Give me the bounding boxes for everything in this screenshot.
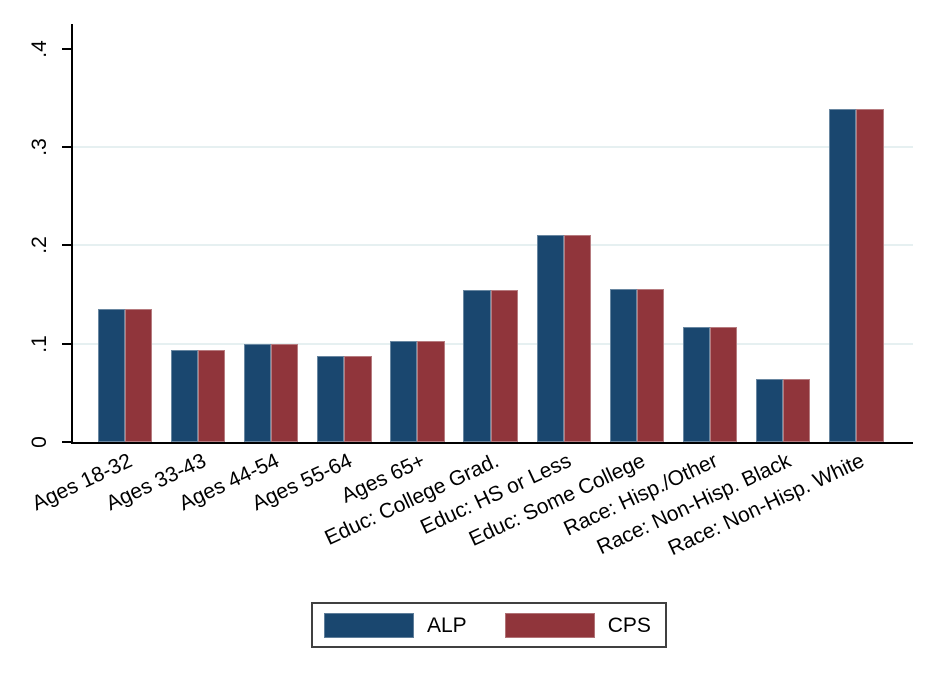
y-tick-label: .2	[28, 236, 51, 255]
bar-cps-3	[271, 343, 299, 442]
y-tick-label: 0	[28, 436, 51, 448]
bar-cps-1	[124, 309, 153, 442]
bar-cps-5	[417, 340, 445, 442]
y-axis-tick	[62, 244, 71, 247]
bar-cps-7	[563, 235, 591, 442]
plot-area	[71, 24, 913, 444]
y-axis-tick	[62, 47, 71, 50]
bar-alp-6	[463, 289, 491, 442]
bar-alp-4	[317, 356, 345, 442]
y-tick-label: .1	[28, 334, 51, 353]
bar-alp-7	[536, 235, 564, 442]
bar-cps-2	[198, 349, 226, 442]
y-tick-label: .4	[28, 39, 51, 58]
bar-alp-10	[756, 379, 784, 442]
bar-cps-9	[710, 326, 738, 442]
bar-alp-1	[97, 309, 125, 442]
legend-label-alp: ALP	[427, 613, 467, 637]
gridline-0.3	[73, 145, 913, 148]
bar-alp-3	[243, 343, 272, 442]
bar-alp-11	[829, 108, 857, 442]
bar-cps-10	[783, 379, 811, 442]
legend-swatch-cps	[504, 612, 595, 638]
bar-alp-9	[682, 326, 711, 442]
bar-cps-11	[856, 108, 884, 442]
legend-swatch-alp	[324, 612, 414, 638]
bar-cps-4	[344, 356, 372, 442]
y-axis-tick	[62, 342, 71, 345]
legend: ALP CPS	[311, 602, 667, 648]
y-tick-label: .3	[28, 138, 51, 156]
y-axis-tick	[62, 145, 71, 148]
legend-label-cps: CPS	[607, 613, 651, 637]
bar-alp-2	[170, 349, 198, 442]
bar-alp-8	[609, 288, 637, 442]
gridline-0.2	[73, 244, 913, 247]
bar-cps-8	[636, 288, 665, 442]
bar-alp-5	[390, 340, 418, 442]
bar-cps-6	[490, 289, 518, 442]
y-axis-tick	[62, 441, 71, 443]
